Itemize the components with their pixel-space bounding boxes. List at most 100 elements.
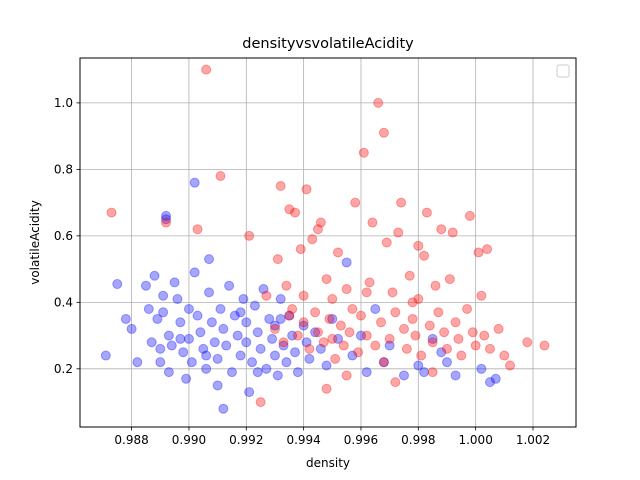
red-point	[499, 350, 510, 361]
red-point	[433, 307, 444, 318]
blue-point	[281, 357, 292, 368]
blue-point	[232, 330, 243, 341]
red-point	[404, 270, 415, 281]
red-point	[373, 97, 384, 108]
red-point	[473, 247, 484, 258]
blue-point	[476, 363, 487, 374]
blue-point	[100, 350, 111, 361]
blue-point	[166, 340, 177, 351]
red-point	[327, 333, 338, 344]
blue-point	[361, 367, 372, 378]
red-point	[484, 343, 495, 354]
red-point	[505, 360, 516, 371]
red-point	[522, 337, 533, 348]
red-point	[381, 237, 392, 248]
red-point	[278, 337, 289, 348]
blue-point	[204, 254, 215, 265]
blue-point	[218, 403, 229, 414]
red-point	[396, 197, 407, 208]
red-point	[284, 204, 295, 215]
red-point	[378, 127, 389, 138]
blue-point	[258, 284, 269, 295]
red-point	[370, 340, 381, 351]
blue-point	[419, 367, 430, 378]
red-point	[450, 317, 461, 328]
red-point	[447, 227, 458, 238]
blue-point	[175, 333, 186, 344]
red-point	[410, 330, 421, 341]
red-point	[430, 280, 441, 291]
red-point	[330, 353, 341, 364]
red-point	[441, 343, 452, 354]
blue-point	[261, 363, 272, 374]
red-point	[398, 323, 409, 334]
blue-point	[321, 360, 332, 371]
blue-point	[249, 300, 260, 311]
blue-point	[255, 343, 266, 354]
red-point	[318, 337, 329, 348]
blue-point	[155, 357, 166, 368]
red-point	[201, 64, 212, 75]
blue-point	[132, 357, 143, 368]
y-tick-label: 0.2	[54, 362, 73, 376]
red-point	[215, 171, 226, 182]
blue-point	[252, 367, 263, 378]
red-point	[281, 280, 292, 291]
red-point	[539, 340, 550, 351]
red-point	[439, 327, 450, 338]
red-point	[321, 274, 332, 285]
blue-point	[112, 279, 123, 290]
blue-point	[327, 313, 338, 324]
blue-point	[152, 313, 163, 324]
red-point	[482, 244, 493, 255]
blue-point	[413, 360, 424, 371]
red-point	[287, 303, 298, 314]
red-point	[292, 330, 303, 341]
blue-point	[195, 327, 206, 338]
red-point	[295, 244, 306, 255]
blue-point	[275, 313, 286, 324]
blue-point	[206, 317, 217, 328]
red-point	[476, 290, 487, 301]
red-point	[384, 333, 395, 344]
red-point	[310, 307, 321, 318]
blue-point	[126, 323, 137, 334]
blue-point	[275, 294, 286, 305]
blue-point	[238, 294, 249, 305]
blue-point	[292, 367, 303, 378]
blue-point	[143, 303, 154, 314]
red-point	[269, 323, 280, 334]
blue-point	[169, 277, 180, 288]
blue-point	[252, 327, 263, 338]
blue-point	[284, 310, 295, 321]
blue-point	[370, 303, 381, 314]
plot-frame	[79, 57, 577, 428]
blue-point	[315, 343, 326, 354]
blue-point	[175, 317, 186, 328]
blue-point	[347, 350, 358, 361]
blue-point	[310, 327, 321, 338]
red-point	[350, 197, 361, 208]
red-point	[416, 350, 427, 361]
blue-point	[269, 320, 280, 331]
blue-point	[341, 257, 352, 268]
red-point	[401, 343, 412, 354]
blue-point	[333, 333, 344, 344]
blue-point	[155, 343, 166, 354]
red-point	[315, 217, 326, 228]
red-point	[407, 313, 418, 324]
x-tick-label: 0.996	[344, 433, 378, 447]
red-point	[347, 303, 358, 314]
red-point	[470, 340, 481, 351]
red-point	[419, 250, 430, 261]
blue-point	[398, 370, 409, 381]
red-point	[367, 217, 378, 228]
blue-point	[149, 270, 160, 281]
chart-title: densityvsvolatileAcidity	[242, 36, 414, 52]
y-tick-label: 0.6	[54, 229, 73, 243]
blue-point	[189, 267, 200, 278]
blue-point	[484, 377, 495, 388]
red-point	[361, 287, 372, 298]
red-point	[353, 347, 364, 358]
red-point	[376, 317, 387, 328]
